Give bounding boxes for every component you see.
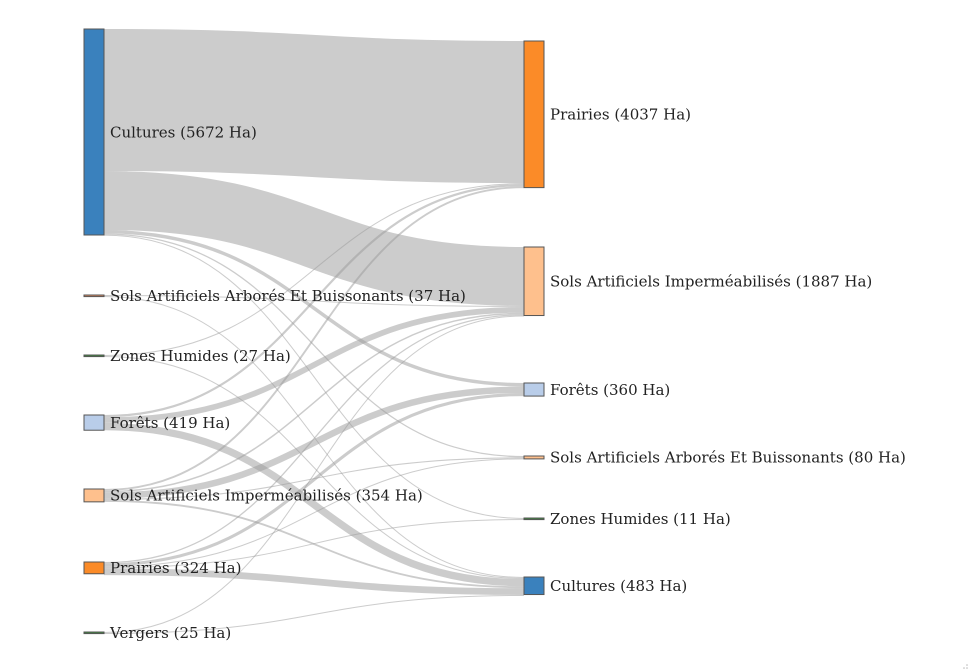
link-s_cultures-to-t_zones	[103, 234, 525, 519]
node-t_zones	[523, 517, 545, 521]
link-s_forets-to-t_prairies	[103, 184, 525, 418]
link-s_prairies-to-t_zones	[103, 519, 525, 569]
link-s_sols_imp-to-t_prairies	[103, 186, 525, 491]
node-t_cultures	[523, 576, 545, 596]
link-s_zones-to-t_cultures	[103, 356, 525, 579]
label-s_zones: Zones Humides (27 Ha)	[110, 347, 291, 365]
link-s_vergers-to-t_sols_imp	[103, 315, 525, 633]
link-s_sols_imp-to-t_sols_imp	[103, 312, 525, 493]
label-t_sols_imp: Sols Artificiels Imperméabilisés (1887 H…	[550, 273, 872, 291]
node-s_sols_imp	[83, 488, 105, 503]
link-s_vergers-to-t_cultures	[103, 594, 525, 634]
node-s_cultures	[83, 28, 105, 236]
link-s_cultures-to-t_prairies	[103, 28, 525, 184]
label-s_sols_arb: Sols Artificiels Arborés Et Buissonants …	[110, 287, 466, 305]
link-s_cultures-to-t_sols_arb	[103, 233, 525, 458]
link-s_cultures-to-t_sols_imp	[103, 171, 525, 306]
nodes-layer	[83, 28, 545, 635]
link-s_prairies-to-t_cultures	[103, 568, 525, 595]
link-s_cultures-to-t_forets	[103, 229, 525, 387]
link-s_zones-to-t_prairies	[103, 183, 525, 356]
link-s_forets-to-t_sols_imp	[103, 306, 525, 423]
label-s_cultures: Cultures (5672 Ha)	[110, 123, 257, 141]
link-s_prairies-to-t_sols_arb	[103, 458, 525, 568]
label-s_forets: Forêts (419 Ha)	[110, 414, 230, 432]
labels-layer: Cultures (5672 Ha) Sols Artificiels Arbor…	[109, 106, 906, 642]
label-t_sols_arb: Sols Artificiels Arborés Et Buissonants …	[550, 449, 906, 467]
node-s_zones	[83, 354, 105, 358]
node-s_forets	[83, 414, 105, 431]
label-t_zones: Zones Humides (11 Ha)	[550, 510, 731, 528]
links-layer	[103, 28, 525, 634]
link-s_prairies-to-t_forets	[103, 392, 525, 567]
label-s_sols_imp: Sols Artificiels Imperméabilisés (354 Ha…	[110, 487, 423, 505]
label-t_prairies: Prairies (4037 Ha)	[550, 106, 691, 124]
link-s_sols_imp-to-t_forets	[103, 386, 525, 499]
node-t_forets	[523, 382, 545, 397]
link-s_forets-to-t_cultures	[103, 422, 525, 587]
node-s_prairies	[83, 561, 105, 575]
link-s_prairies-to-t_sols_imp	[103, 314, 525, 564]
label-s_vergers: Vergers (25 Ha)	[109, 624, 231, 642]
link-s_sols_arb-to-t_cultures	[103, 296, 525, 578]
node-s_vergers	[83, 631, 105, 635]
resize-grip-icon[interactable]	[960, 661, 968, 669]
node-s_sols_arb	[83, 294, 105, 298]
label-s_prairies: Prairies (324 Ha)	[110, 559, 241, 577]
node-t_sols_arb	[523, 455, 545, 460]
node-t_sols_imp	[523, 246, 545, 317]
label-t_forets: Forêts (360 Ha)	[550, 381, 670, 399]
label-t_cultures: Cultures (483 Ha)	[550, 577, 687, 595]
node-t_prairies	[523, 40, 545, 189]
